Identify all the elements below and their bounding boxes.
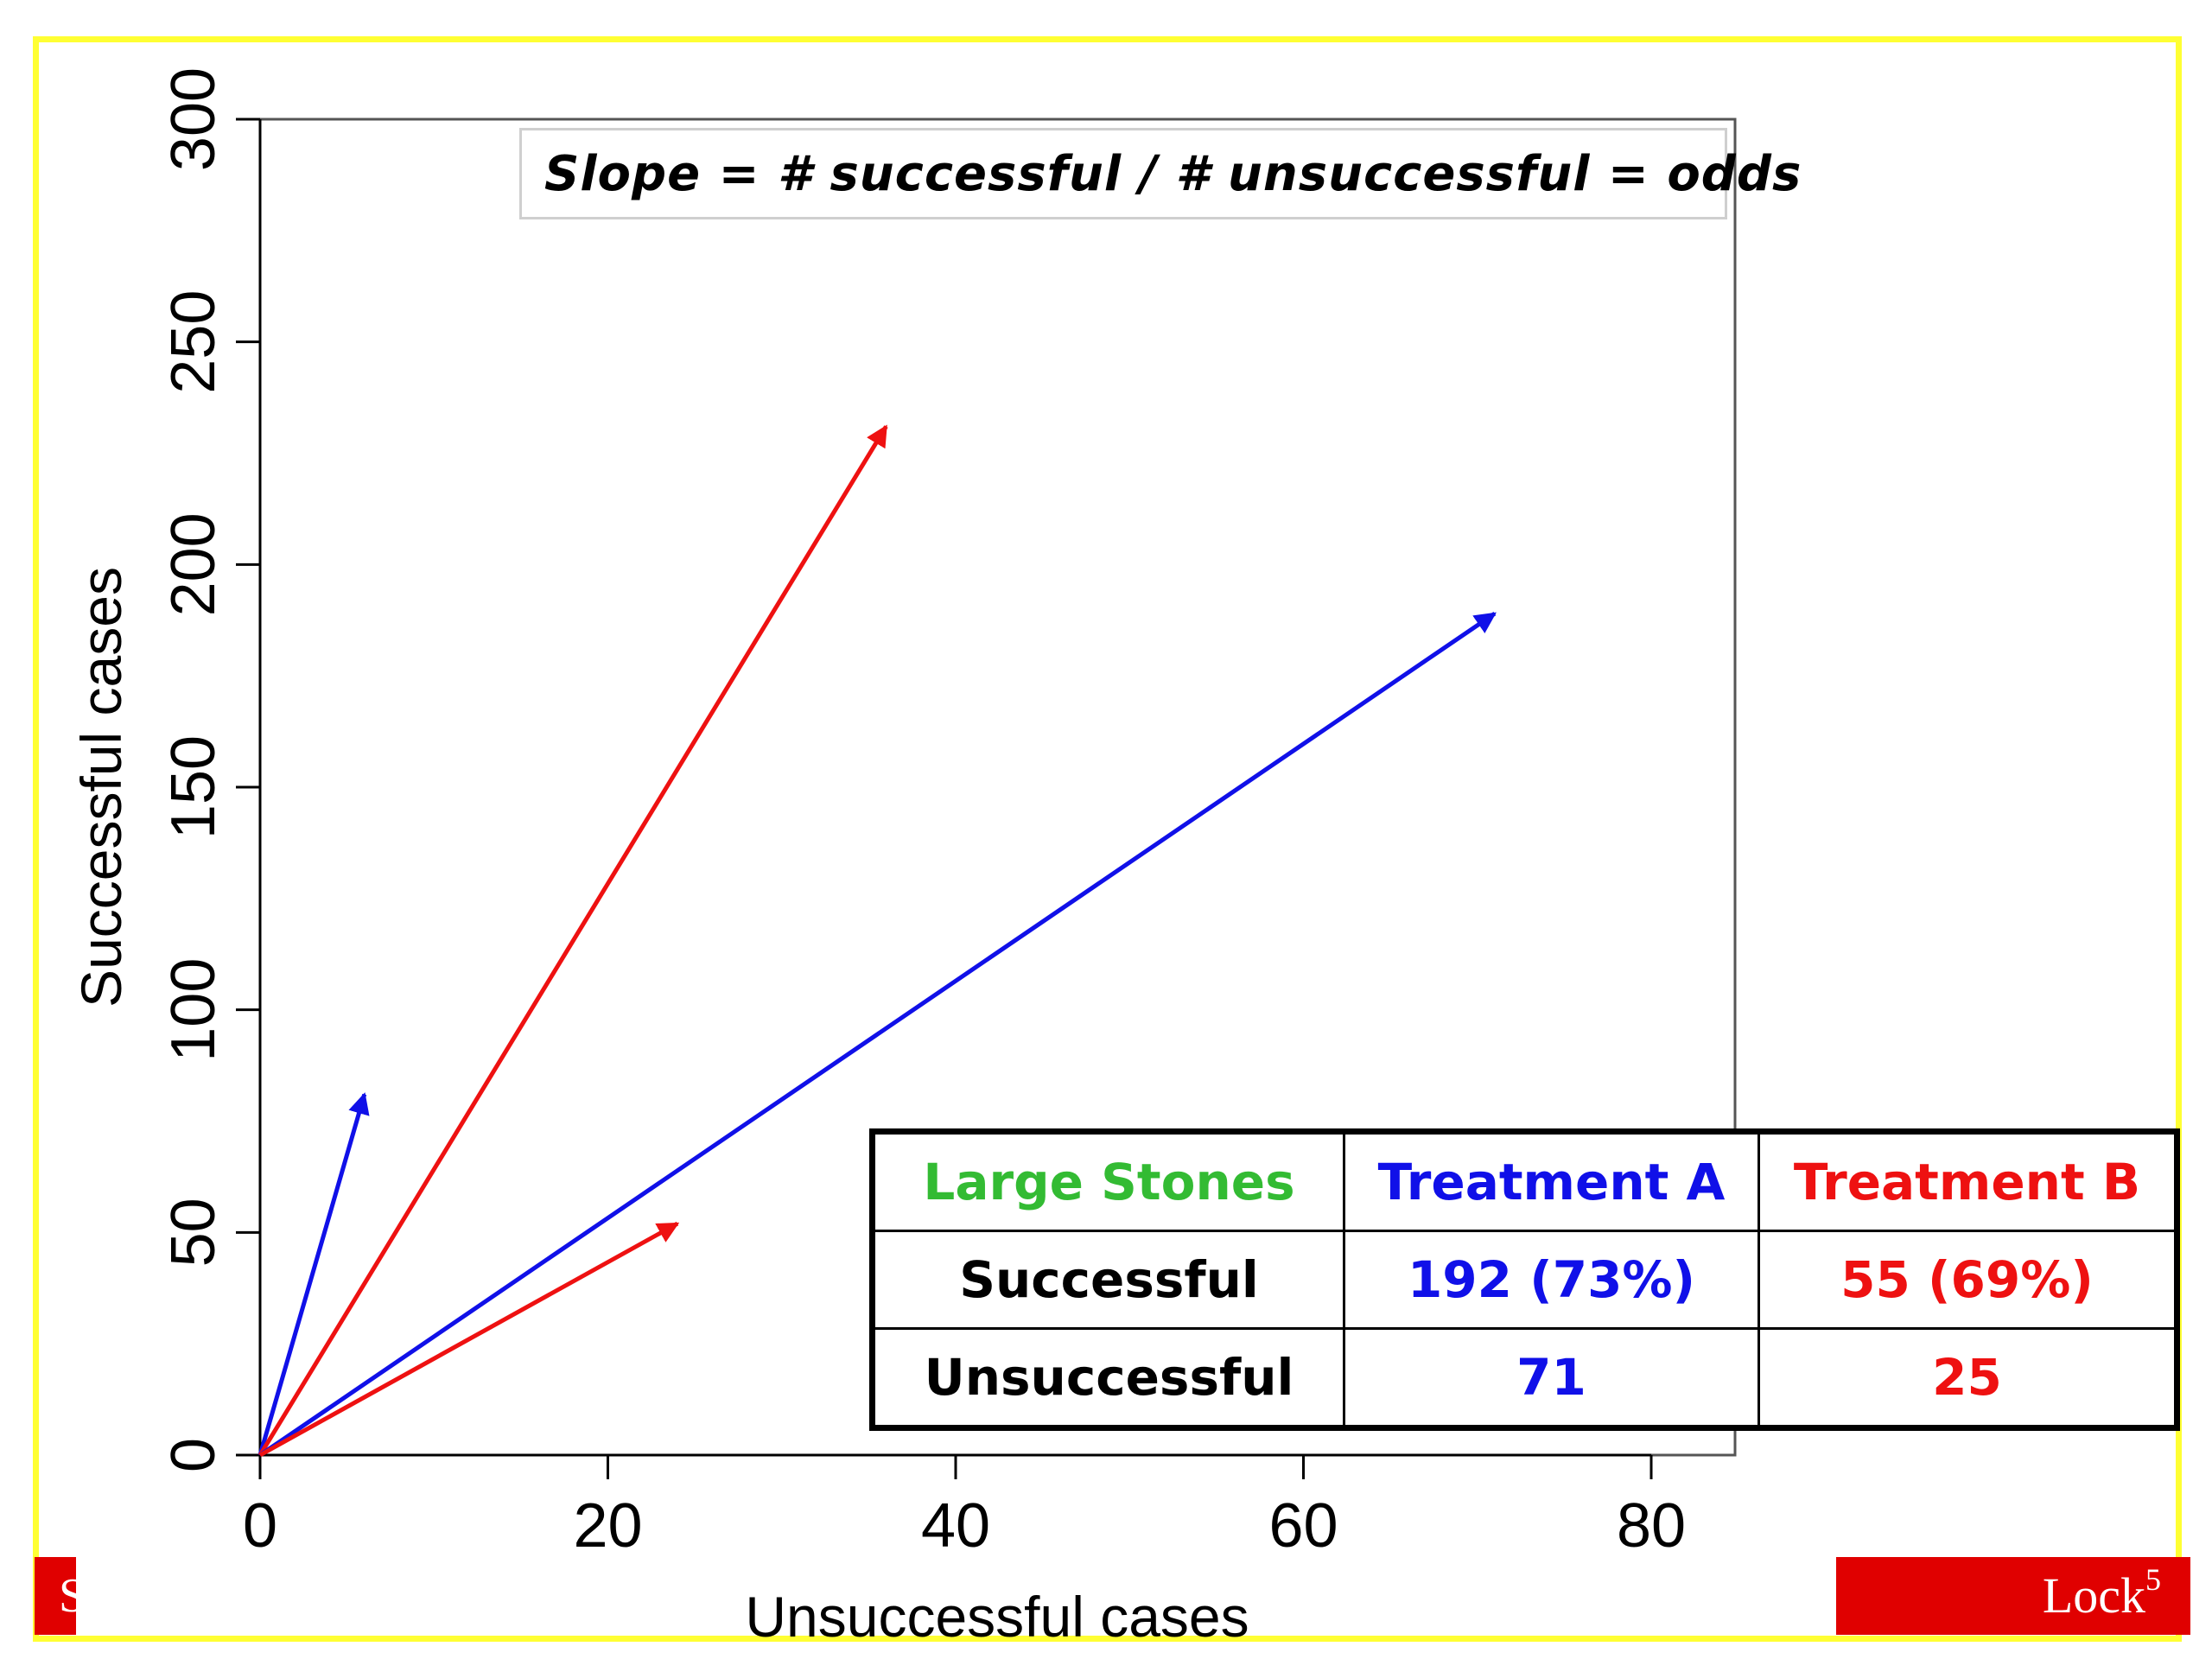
slope-annotation-box: Slope = # successful / # unsuccessful = …	[519, 128, 1801, 219]
row-label-unsuccessful: Unsuccessful	[871, 1327, 1345, 1429]
header-treatment-b: Treatment B	[1758, 1130, 2178, 1232]
cell-b-unsuccessful: 25	[1758, 1327, 2178, 1429]
axes: 0 20 40 60 80 0 50 100 150 200 250 300	[159, 67, 1686, 1560]
cell-a-unsuccessful: 71	[1343, 1327, 1760, 1429]
slide-frame	[33, 36, 2182, 1642]
y-tick-label: 100	[159, 958, 228, 1062]
x-tick-label: 20	[573, 1491, 642, 1560]
y-tick-label: 250	[159, 290, 228, 394]
arrow-series	[257, 424, 1497, 1458]
footer-brand: Lock	[2042, 1567, 2145, 1624]
table-row-unsuccessful: Unsuccessful 71 25	[871, 1327, 2178, 1429]
x-tick-label: 80	[1617, 1491, 1686, 1560]
red-arrow	[257, 424, 888, 1457]
x-tick-label: 60	[1268, 1491, 1338, 1560]
footer-brand-superscript: 5	[2145, 1562, 2161, 1597]
footer-right-bar: Lock5	[1836, 1557, 2190, 1635]
header-large-stones: Large Stones	[871, 1130, 1345, 1232]
x-tick-label: 0	[243, 1491, 277, 1560]
cell-b-successful: 55 (69%)	[1758, 1230, 2178, 1330]
x-tick-label: 40	[921, 1491, 990, 1560]
y-tick-label: 300	[159, 67, 228, 171]
cell-a-successful: 192 (73%)	[1343, 1230, 1760, 1330]
y-tick-label: 50	[159, 1198, 228, 1267]
blue-arrow	[258, 611, 1497, 1458]
blue-arrow	[257, 1092, 370, 1456]
slope-annotation-text: Slope = # successful / # unsuccessful = …	[544, 145, 1802, 202]
footer-left-text: S	[59, 1569, 76, 1623]
table-row-successful: Successful 192 (73%) 55 (69%)	[871, 1230, 2178, 1330]
row-label-successful: Successful	[871, 1230, 1345, 1330]
header-treatment-a: Treatment A	[1343, 1130, 1760, 1232]
red-arrow	[258, 1221, 680, 1458]
x-axis-title: Unsuccessful cases	[745, 1585, 1249, 1649]
table-header-row: Large Stones Treatment A Treatment B	[871, 1130, 2178, 1232]
large-stones-table: Large Stones Treatment A Treatment B Suc…	[869, 1128, 2180, 1431]
y-axis-title: Successful cases	[69, 567, 133, 1007]
y-tick-label: 150	[159, 735, 228, 839]
y-tick-label: 0	[159, 1438, 228, 1472]
footer-left-bar: S	[35, 1557, 76, 1635]
y-tick-label: 200	[159, 512, 228, 616]
